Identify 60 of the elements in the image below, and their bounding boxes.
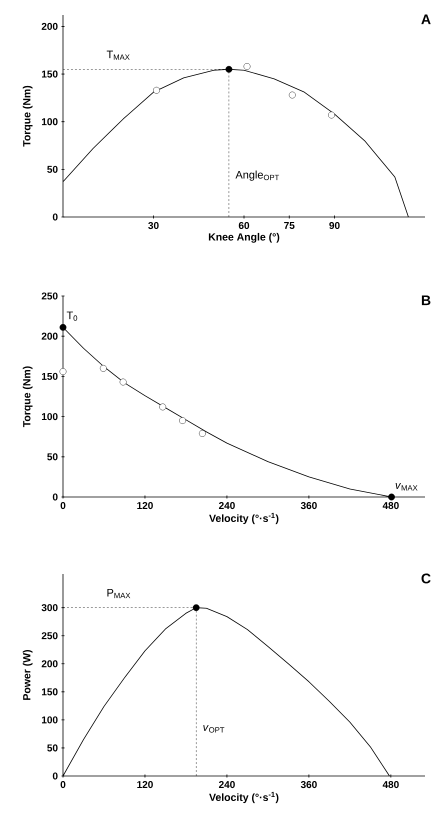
y-axis-title: Power (W)	[22, 650, 33, 700]
y-tick-label: 0	[52, 493, 58, 501]
y-tick-label: 300	[42, 604, 58, 612]
point	[159, 404, 166, 410]
y-tick-label: 50	[47, 453, 58, 460]
y-tick-label: 250	[42, 292, 58, 300]
x-tick-label: 480	[382, 502, 399, 510]
ref-line-label: v$_{OPT}$	[203, 725, 224, 733]
x-tick-label: 30	[148, 222, 159, 230]
y-tick-label: 150	[42, 372, 58, 380]
ref-line-label: P$_{MAX}$	[107, 588, 130, 598]
y-tick-label: 200	[42, 22, 58, 30]
chart-title: A	[421, 14, 431, 24]
y-tick-label: 150	[42, 688, 58, 696]
x-tick-label: 0	[60, 502, 66, 510]
x-tick-label: 75	[284, 222, 295, 229]
y-tick-label: 50	[47, 744, 58, 752]
y-tick-label: 200	[42, 332, 58, 340]
x-tick-label: 90	[329, 222, 340, 230]
y-tick-label: 100	[42, 716, 58, 724]
x-axis-title: Velocity (°·s$^{-1}$)	[209, 512, 278, 524]
point	[60, 368, 66, 375]
y-tick-label: 50	[47, 166, 58, 173]
x-tick-label: 360	[300, 502, 317, 510]
point	[244, 63, 250, 70]
ref-line-label: Angle$_{OPT}$	[235, 170, 280, 181]
x-tick-label: 120	[137, 502, 153, 510]
y-tick-label: 200	[42, 660, 58, 668]
y-axis-title: Torque (Nm)	[22, 86, 33, 147]
x-tick-label: 480	[382, 781, 399, 788]
annotation: v$_{MAX}$	[396, 483, 418, 490]
y-axis-title: Torque (Nm)	[22, 366, 33, 428]
point	[226, 66, 232, 73]
y-tick-label: 250	[42, 632, 58, 640]
ref-line-label: T$_{MAX}$	[106, 50, 130, 60]
y-tick-label: 0	[52, 772, 58, 780]
point	[100, 364, 107, 372]
point	[120, 378, 127, 386]
x-axis-title: Knee Angle (°)	[208, 232, 280, 243]
x-tick-label: 240	[218, 781, 235, 788]
x-tick-label: 0	[60, 781, 66, 788]
y-tick-label: 100	[42, 118, 58, 126]
y-tick-label: 100	[42, 413, 58, 420]
x-axis-title: Velocity (°·s$^{-1}$)	[209, 792, 278, 804]
y-tick-label: 150	[42, 70, 58, 78]
chart-title: B	[422, 296, 430, 306]
point	[328, 112, 335, 118]
point	[288, 92, 296, 98]
x-tick-label: 240	[218, 502, 235, 510]
point	[388, 494, 395, 500]
x-tick-label: 120	[137, 781, 153, 788]
point	[179, 417, 186, 424]
x-tick-label: 60	[238, 222, 250, 230]
point	[60, 324, 66, 331]
y-tick-label: 0	[52, 213, 58, 221]
annotation: T$_{0}$	[66, 312, 78, 321]
point	[153, 86, 160, 94]
point	[198, 430, 206, 437]
chart-title: C	[422, 574, 431, 584]
x-tick-label: 360	[300, 781, 317, 788]
